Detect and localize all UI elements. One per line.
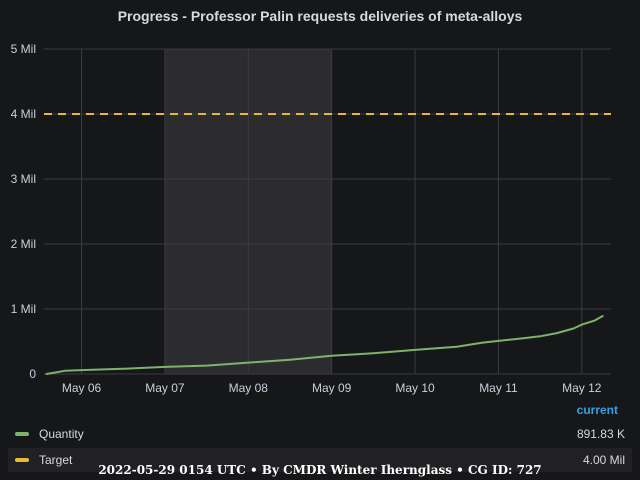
chart-title: Progress - Professor Palin requests deli… xyxy=(117,8,523,24)
tick-layer: 0 1 Mil 2 Mil 3 Mil 4 Mil 5 Mil May 06 May 07 Ma… xyxy=(11,42,602,395)
quantity-swatch xyxy=(15,432,29,436)
legend-target-label: Target xyxy=(39,453,73,467)
y-tick-label: 1 Mil xyxy=(11,302,36,316)
x-tick-label: May 06 xyxy=(62,381,102,395)
x-tick-label: May 07 xyxy=(145,381,185,395)
x-tick-label: May 09 xyxy=(312,381,352,395)
legend-current-header[interactable]: current xyxy=(576,403,618,417)
grid-layer xyxy=(44,48,611,375)
series-layer xyxy=(44,113,611,375)
legend-quantity-value: 891.83 K xyxy=(576,427,625,441)
y-tick-label: 3 Mil xyxy=(11,172,36,186)
legend-quantity-label: Quantity xyxy=(39,427,84,441)
legend-target-value: 4.00 Mil xyxy=(582,453,625,467)
target-swatch xyxy=(15,458,29,462)
footer-credit: 2022-05-29 0154 UTC • By CMDR Winter Ihe… xyxy=(98,463,542,477)
x-tick-label: May 08 xyxy=(229,381,269,395)
y-tick-label: 0 xyxy=(29,367,36,381)
legend-item-quantity[interactable]: Quantity 891.83 K xyxy=(8,422,632,446)
y-tick-label: 5 Mil xyxy=(11,42,36,56)
quantity-line xyxy=(45,315,604,375)
legend-item-target[interactable]: Target 4.00 Mil xyxy=(8,448,632,472)
x-tick-label: May 12 xyxy=(562,381,602,395)
x-tick-label: May 10 xyxy=(395,381,435,395)
progress-chart: 0 1 Mil 2 Mil 3 Mil 4 Mil 5 Mil May 06 May 07 Ma… xyxy=(11,42,611,395)
x-tick-label: May 11 xyxy=(479,381,518,395)
y-tick-label: 2 Mil xyxy=(11,237,36,251)
y-tick-label: 4 Mil xyxy=(11,107,36,121)
